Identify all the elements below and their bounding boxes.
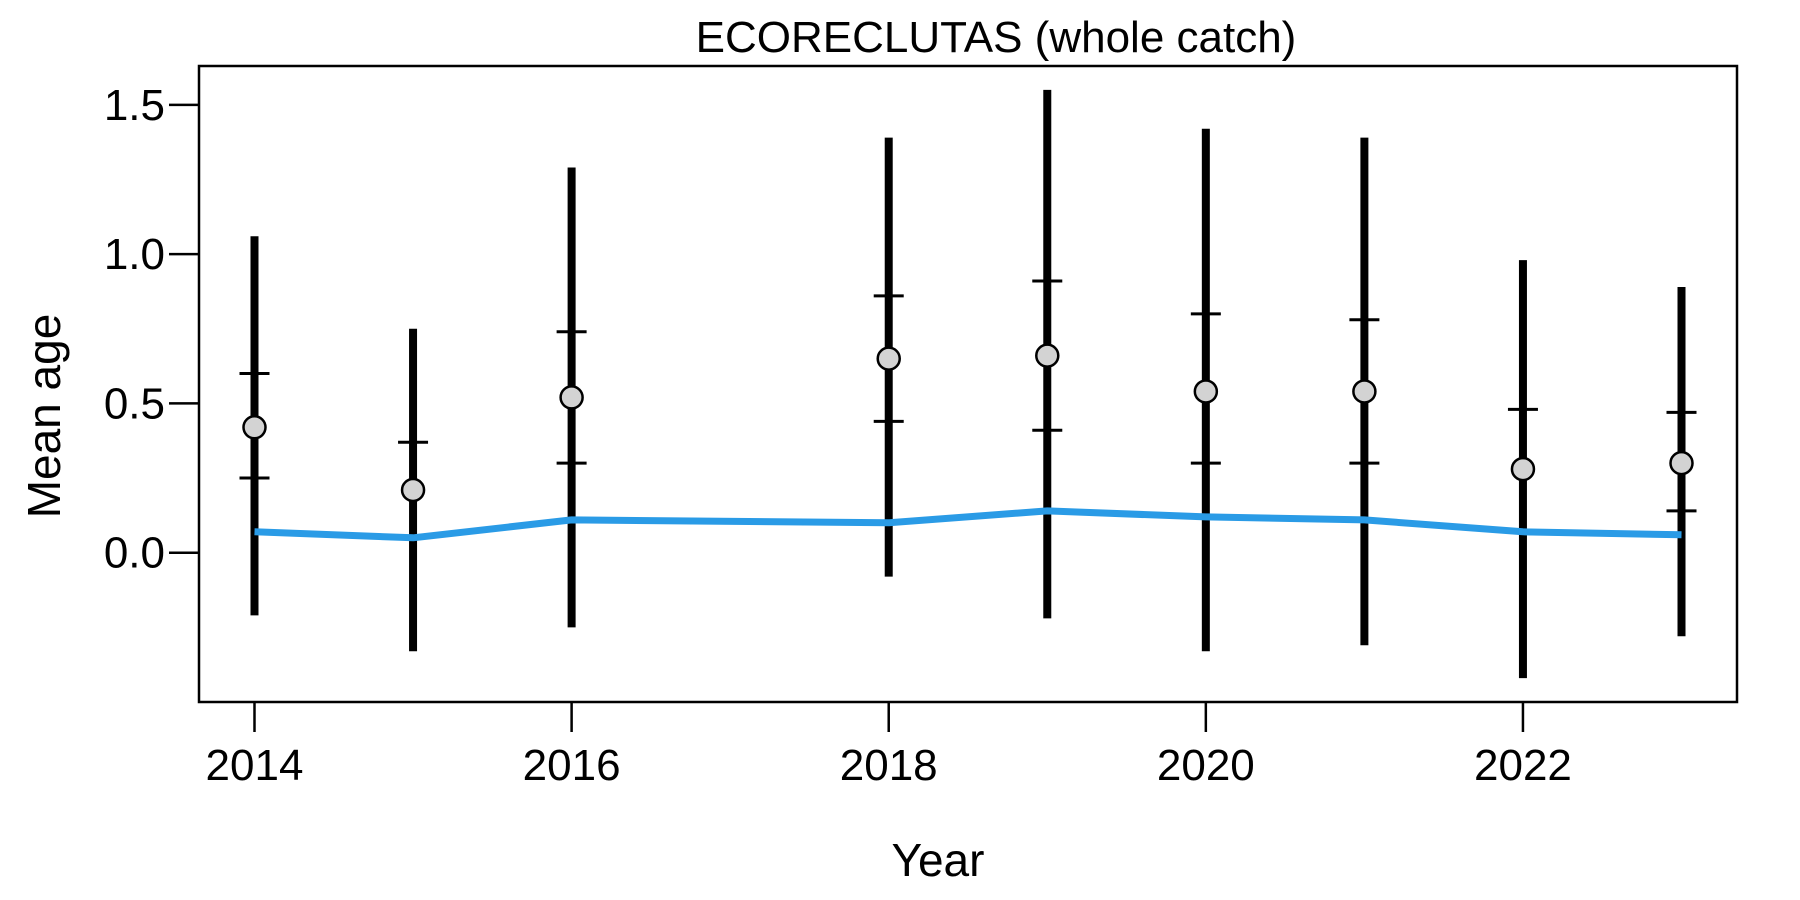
trend-line-group <box>254 507 1682 542</box>
y-axis-label: Mean age <box>18 314 70 519</box>
y-tick-label: 0.0 <box>104 529 165 578</box>
mean-age-point <box>559 385 584 410</box>
x-tick-label: 2014 <box>206 741 304 790</box>
y-tick-label: 1.5 <box>104 81 165 130</box>
chart-title: ECORECLUTAS (whole catch) <box>696 13 1297 62</box>
x-tick-label: 2018 <box>840 741 938 790</box>
trend-line <box>254 507 1682 542</box>
inner-interval-group <box>239 279 1697 513</box>
x-axis-label: Year <box>892 834 985 886</box>
y-tick-label: 0.5 <box>104 379 165 428</box>
x-axis: 2014 2016 2018 2020 2022 <box>206 702 1572 790</box>
mean-age-point <box>876 346 901 371</box>
x-tick-label: 2016 <box>523 741 621 790</box>
outer-interval-group <box>250 89 1686 679</box>
x-tick-label: 2020 <box>1157 741 1255 790</box>
mean-age-point <box>1035 343 1060 368</box>
y-axis: 0.0 0.5 1.0 1.5 <box>104 81 199 578</box>
plot-frame <box>197 64 1739 704</box>
mean-age-point <box>1193 379 1219 404</box>
mean-age-point <box>400 477 426 503</box>
mean-age-point <box>1669 450 1694 476</box>
mean-age-point-group <box>242 343 1694 503</box>
x-tick-label: 2022 <box>1474 741 1572 790</box>
mean-age-point <box>1352 379 1377 404</box>
mean-age-point <box>1510 456 1536 482</box>
y-tick-label: 1.0 <box>104 230 165 279</box>
mean-age-point <box>242 415 267 440</box>
